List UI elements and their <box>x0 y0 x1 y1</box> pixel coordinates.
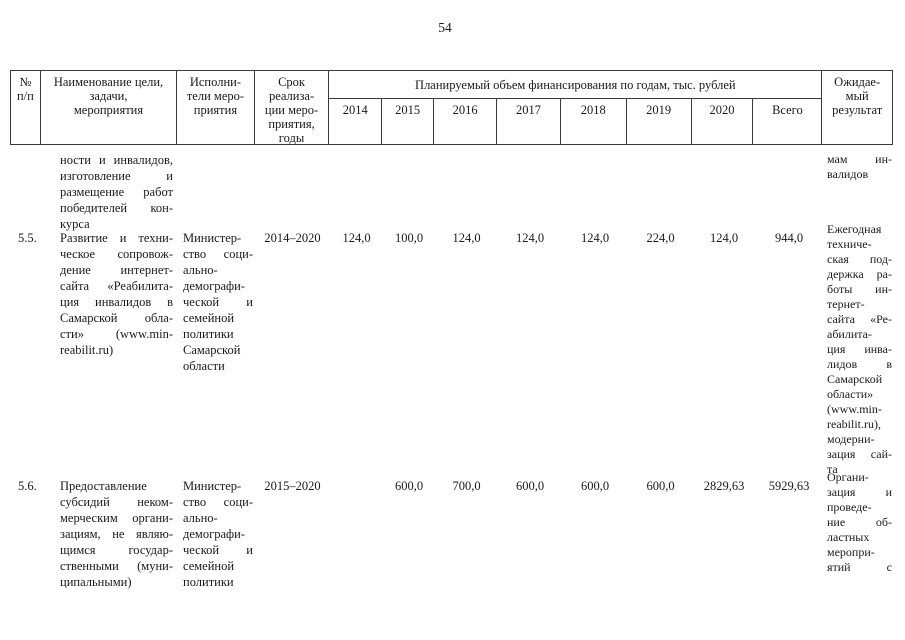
cell-value-2020: 124,0 <box>709 231 739 245</box>
cell-value-2014: 124,0 <box>342 231 371 245</box>
cell-term: 2014–2020 <box>264 231 321 245</box>
header-years-row: 2014 2015 2016 2017 2018 2019 2020 Всего <box>329 99 821 144</box>
cell-activity-name: Предоставление субсидий неком- мерческим… <box>60 479 173 589</box>
cell-expected-result: мам ин- валидов <box>827 152 892 181</box>
header-year-2018: 2018 <box>561 99 627 144</box>
cell-activity-name: ности и инвалидов, изготовление и размещ… <box>60 153 173 231</box>
header-funding-group: Планируемый объем финансирования по года… <box>329 71 823 144</box>
cell-value-2015: 600,0 <box>394 479 424 493</box>
cell-activity-name: Развитие и техни- ческое сопровож- дение… <box>60 231 173 357</box>
header-funding-title: Планируемый объем финансирования по года… <box>329 71 822 99</box>
cell-term: 2015–2020 <box>264 479 321 493</box>
cell-value-2020: 2829,63 <box>703 479 745 493</box>
page-number: 54 <box>438 20 452 35</box>
header-year-2014: 2014 <box>329 99 383 144</box>
cell-value-2019: 600,0 <box>646 479 675 493</box>
header-year-2015: 2015 <box>382 99 435 144</box>
cell-executor: Министер- ство соци- ально- демографи- ч… <box>183 231 253 373</box>
header-activity-name: Наименование цели, задачи, мероприятия <box>41 71 178 144</box>
cell-row-number: 5.6. <box>18 479 37 493</box>
header-year-2020: 2020 <box>692 99 754 144</box>
header-executor: Исполни- тели меро- приятия <box>177 71 255 144</box>
cell-value-total: 5929,63 <box>768 479 810 493</box>
cell-expected-result: Ежегодная техниче- ская под- держка ра- … <box>827 222 892 476</box>
cell-value-2017: 600,0 <box>515 479 545 493</box>
cell-expected-result: Органи- зация и проведе- ние об- ластных… <box>827 470 892 574</box>
table-header: № п/п Наименование цели, задачи, меропри… <box>10 70 893 145</box>
table-row-5-5: 5.5. Развитие и техни- ческое сопровож- … <box>10 222 893 477</box>
cell-value-2016: 700,0 <box>452 479 481 493</box>
table-row-5-6: 5.6. Предоставление субсидий неком- мерч… <box>10 470 893 590</box>
cell-value-total: 944,0 <box>774 231 804 245</box>
cell-value-2018: 600,0 <box>580 479 610 493</box>
cell-row-number: 5.5. <box>18 231 37 245</box>
cell-value-2017: 124,0 <box>515 231 545 245</box>
header-total: Всего <box>772 103 803 117</box>
cell-executor: Министер- ство соци- ально- демографи- ч… <box>183 479 253 589</box>
cell-value-2016: 124,0 <box>452 231 481 245</box>
header-year-2019: 2019 <box>627 99 692 144</box>
header-row-number: № п/п <box>11 71 41 144</box>
header-year-2017: 2017 <box>497 99 561 144</box>
cell-value-2015: 100,0 <box>394 231 424 245</box>
table-row-continuation: ности и инвалидов, изготовление и размещ… <box>10 152 893 232</box>
cell-value-2018: 124,0 <box>580 231 610 245</box>
cell-value-2019: 224,0 <box>646 231 675 245</box>
header-year-2016: 2016 <box>434 99 497 144</box>
header-expected-result: Ожидае- мый результат <box>832 75 883 117</box>
header-term: Срок реализа- ции меро- приятия, годы <box>255 71 330 145</box>
